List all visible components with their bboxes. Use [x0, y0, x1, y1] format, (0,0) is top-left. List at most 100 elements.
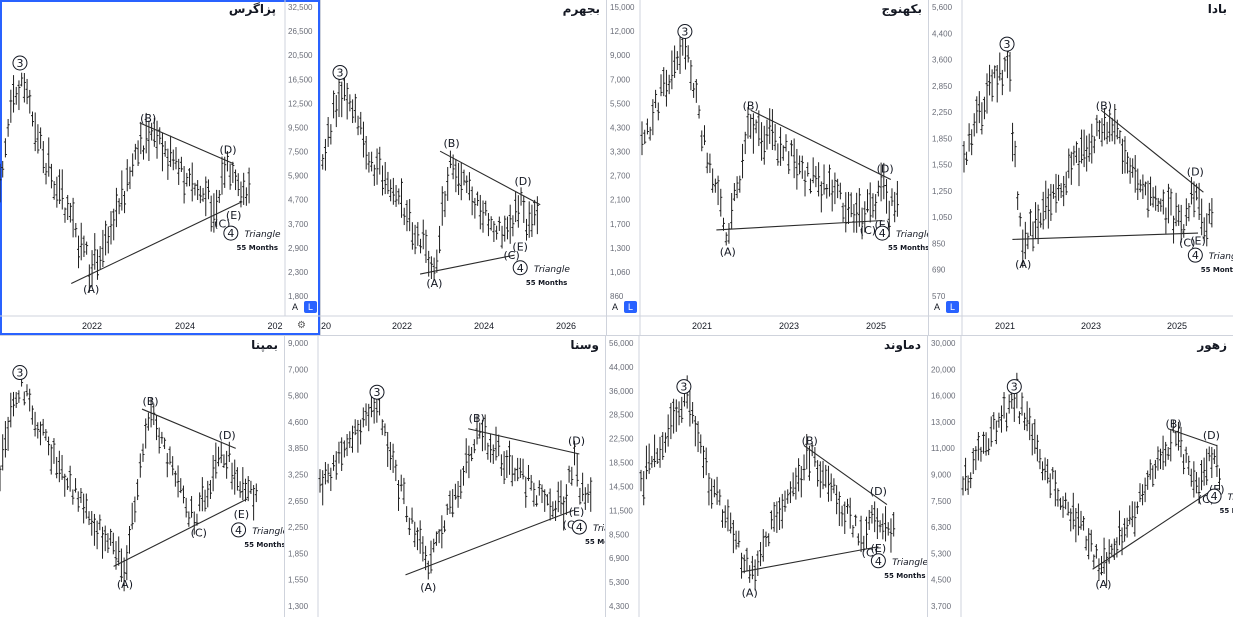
x-tick-label: 202 — [267, 321, 282, 331]
lower-trendline[interactable] — [716, 219, 883, 231]
panel-divider[interactable] — [606, 0, 607, 335]
panel-divider[interactable] — [927, 336, 928, 617]
price-bars — [640, 30, 899, 246]
chart-panel-4[interactable]: 3 (A) (B) (C) (D) (E) 4 Triangle 55 Months 5,600 4… — [928, 0, 1233, 335]
upper-trendline[interactable] — [439, 150, 541, 206]
gear-icon[interactable]: ⚙ — [297, 320, 306, 331]
upper-trendline[interactable] — [139, 122, 234, 165]
svg-text:3: 3 — [374, 386, 381, 399]
wave-4-label: 4 — [223, 225, 239, 241]
panel-divider[interactable] — [928, 0, 929, 335]
x-tick-label: 2025 — [1167, 321, 1187, 331]
upper-trendline[interactable] — [803, 445, 888, 506]
wave-B-label: (B) — [1096, 99, 1112, 112]
svg-text:4: 4 — [227, 227, 234, 240]
y-tick-label: 1,300 — [288, 602, 309, 611]
y-tick-label: 7,000 — [610, 75, 631, 84]
candlestick-chart[interactable]: 3 (A) (B) (C) (D) (E) 4 Triangle 55 Months 5,600 4… — [928, 0, 1233, 335]
y-tick-label: 690 — [932, 266, 946, 275]
log-scale-button[interactable]: L — [946, 301, 960, 313]
wave-4-label: 4 — [231, 522, 247, 538]
svg-text:3: 3 — [16, 367, 23, 380]
panel-divider[interactable] — [605, 336, 606, 617]
wave-E-label: (E) — [569, 505, 585, 518]
price-bars — [318, 390, 593, 580]
price-bars — [962, 48, 1214, 268]
candlestick-chart[interactable]: 3 (A) (B) (C) (D) (E) 4 Triangle 55 Months 20 2022… — [320, 0, 606, 335]
upper-trendline[interactable] — [141, 408, 236, 449]
y-tick-label: 2,850 — [932, 82, 953, 91]
chart-panel-5[interactable]: 3 (A) (B) (C) (D) (E) 4 Triangle 55 Months بمپنا — [0, 336, 284, 617]
upper-trendline[interactable] — [1168, 428, 1217, 447]
auto-scale-button[interactable]: A — [292, 302, 299, 312]
auto-scale-button[interactable]: A — [934, 302, 941, 312]
chart-panel-7[interactable]: 3 (A) (B) (C) (D) (E) 4 Triangle 55 Months 56,000… — [605, 336, 927, 617]
y-tick-label: 4,300 — [609, 602, 630, 611]
panel-divider[interactable] — [0, 335, 1233, 336]
y-tick-label: 7,000 — [288, 365, 309, 374]
lower-trendline[interactable] — [405, 509, 574, 576]
wave-B-label: (B) — [802, 434, 818, 447]
lower-trendline[interactable] — [1092, 490, 1212, 570]
y-tick-label: 15,000 — [610, 3, 635, 12]
duration-label: 55 Months — [1201, 266, 1233, 274]
x-tick-label: 2026 — [556, 321, 576, 331]
lower-trendline[interactable] — [419, 254, 515, 275]
y-tick-label: 3,700 — [931, 602, 952, 611]
panel-divider[interactable] — [284, 336, 285, 617]
wave-A-label: (A) — [117, 578, 133, 591]
wave-3-label: 3 — [677, 24, 693, 39]
lower-trendline[interactable] — [113, 498, 248, 567]
y-tick-label: 30,000 — [931, 339, 956, 348]
panel-divider[interactable] — [320, 0, 321, 335]
svg-text:3: 3 — [1004, 38, 1011, 51]
candlestick-chart[interactable]: 3 (A) (B) (C) (D) (E) 4 Triangle 55 Months — [0, 336, 284, 617]
upper-trendline[interactable] — [1100, 109, 1204, 193]
y-tick-label: 44,000 — [609, 363, 634, 372]
log-scale-button[interactable]: L — [624, 301, 638, 313]
auto-scale-button[interactable]: A — [612, 302, 619, 312]
x-tick-label: 2023 — [1081, 321, 1101, 331]
y-tick-label: 2,250 — [288, 523, 309, 532]
duration-label: 55 Months — [1220, 507, 1233, 515]
wave-3-label: 3 — [999, 36, 1015, 52]
lower-trendline[interactable] — [71, 201, 243, 284]
pattern-label: Triangle — [896, 230, 928, 240]
y-tick-label: 4,300 — [610, 123, 631, 132]
y-tick-label: 18,500 — [609, 459, 634, 468]
lower-trendline[interactable] — [1012, 232, 1199, 240]
upper-trendline[interactable] — [468, 428, 580, 455]
wave-3-label: 3 — [12, 55, 28, 71]
pattern-label: Triangle — [892, 558, 927, 568]
wave-A-label: (A) — [420, 581, 436, 594]
wave-3-label: 3 — [676, 379, 692, 395]
chart-panel-2[interactable]: 3 (A) (B) (C) (D) (E) 4 Triangle 55 Months 20 2022… — [320, 0, 606, 335]
chart-panel-1[interactable]: 3 (A) (B) (C) (D) (E) 4 Triangle 55 Months 32,500… — [0, 0, 320, 335]
log-scale-button[interactable]: L — [304, 301, 318, 313]
upper-trendline[interactable] — [750, 109, 892, 181]
y-tick-label: 1,250 — [932, 187, 953, 196]
duration-label: 55 Months — [526, 279, 567, 287]
lower-trendline[interactable] — [741, 546, 879, 573]
x-tick-label: 2024 — [474, 321, 494, 331]
y-tick-label: 3,850 — [288, 444, 309, 453]
wave-D-label: (D) — [219, 144, 236, 157]
price-bars — [639, 375, 896, 591]
y-tick-label: 1,050 — [932, 213, 953, 222]
wave-C-label: (C) — [503, 249, 519, 262]
duration-label: 55 Months — [884, 572, 925, 580]
y-tick-label: 8,500 — [609, 530, 630, 539]
wave-E-label: (E) — [512, 241, 528, 254]
y-tick-label: 5,900 — [288, 172, 309, 181]
svg-text:3: 3 — [16, 57, 23, 70]
wave-E-label: (E) — [1190, 234, 1206, 247]
y-tick-label: 11,000 — [931, 444, 955, 453]
